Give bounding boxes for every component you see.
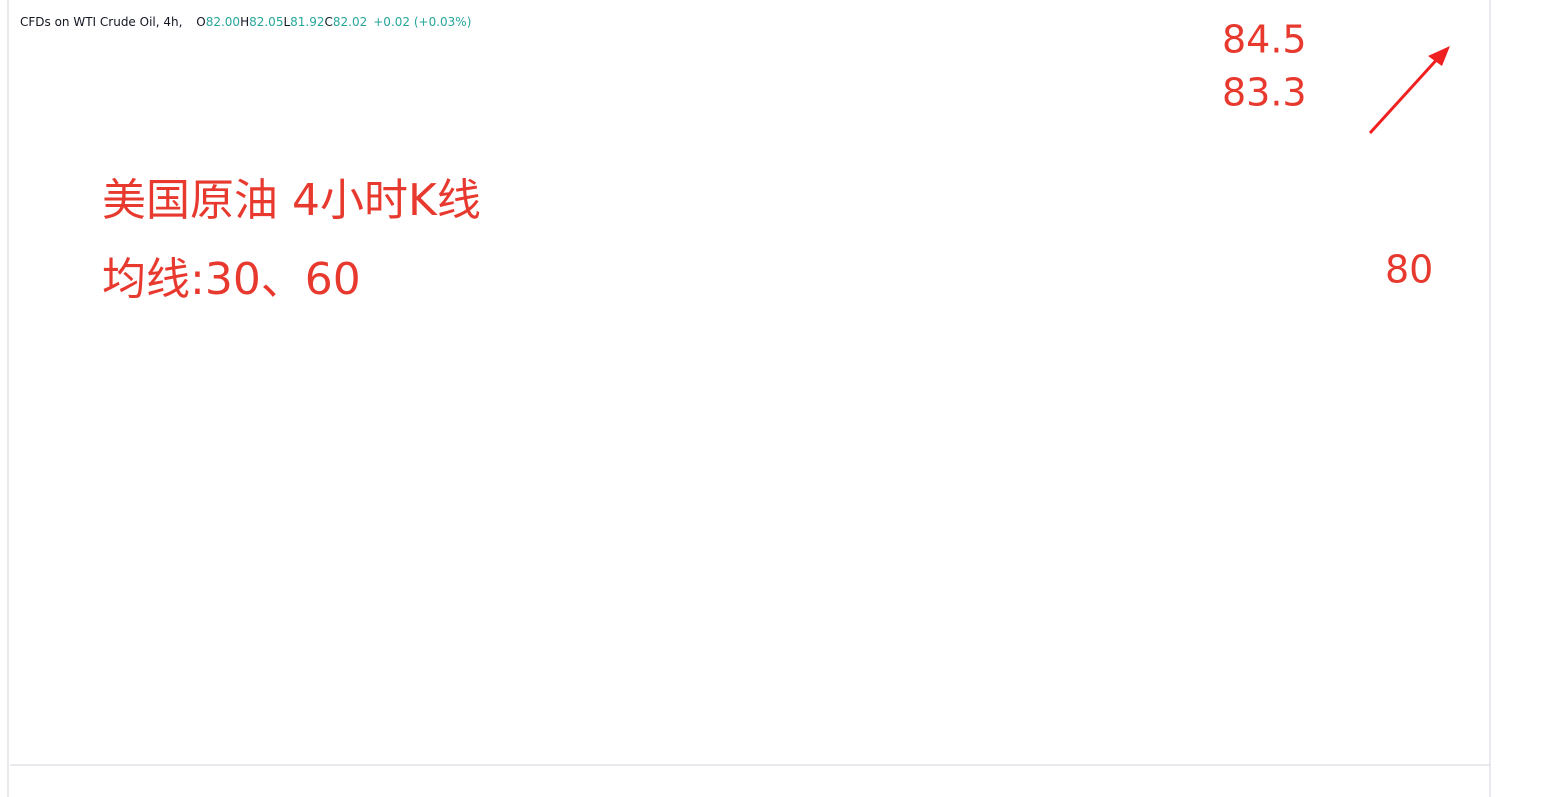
annotation: 均线:30、60	[102, 254, 361, 305]
annotation: 80	[1385, 248, 1433, 292]
field-label: L	[283, 15, 290, 29]
field-value: 82.05	[249, 15, 283, 29]
symbol: CFDs on WTI Crude Oil, 4h,	[20, 15, 186, 29]
annotation: 美国原油 4小时K线	[102, 175, 481, 226]
header: CFDs on WTI Crude Oil, 4h, O82.00H82.05L…	[20, 15, 471, 29]
field-value: 82.00	[206, 15, 240, 29]
arrow-shaft	[1368, 54, 1442, 135]
annotation: 83.3	[1222, 71, 1307, 115]
overlay: CFDs on WTI Crude Oil, 4h, O82.00H82.05L…	[20, 15, 1450, 305]
field-label: H	[240, 15, 249, 29]
field-label: C	[325, 15, 333, 29]
annotation: 84.5	[1222, 18, 1307, 62]
arrow-head	[1428, 46, 1450, 66]
change: +0.02 (+0.03%)	[373, 15, 471, 29]
field-label: O	[196, 15, 205, 29]
field-value: 82.02	[333, 15, 367, 29]
field-value: 81.92	[290, 15, 324, 29]
